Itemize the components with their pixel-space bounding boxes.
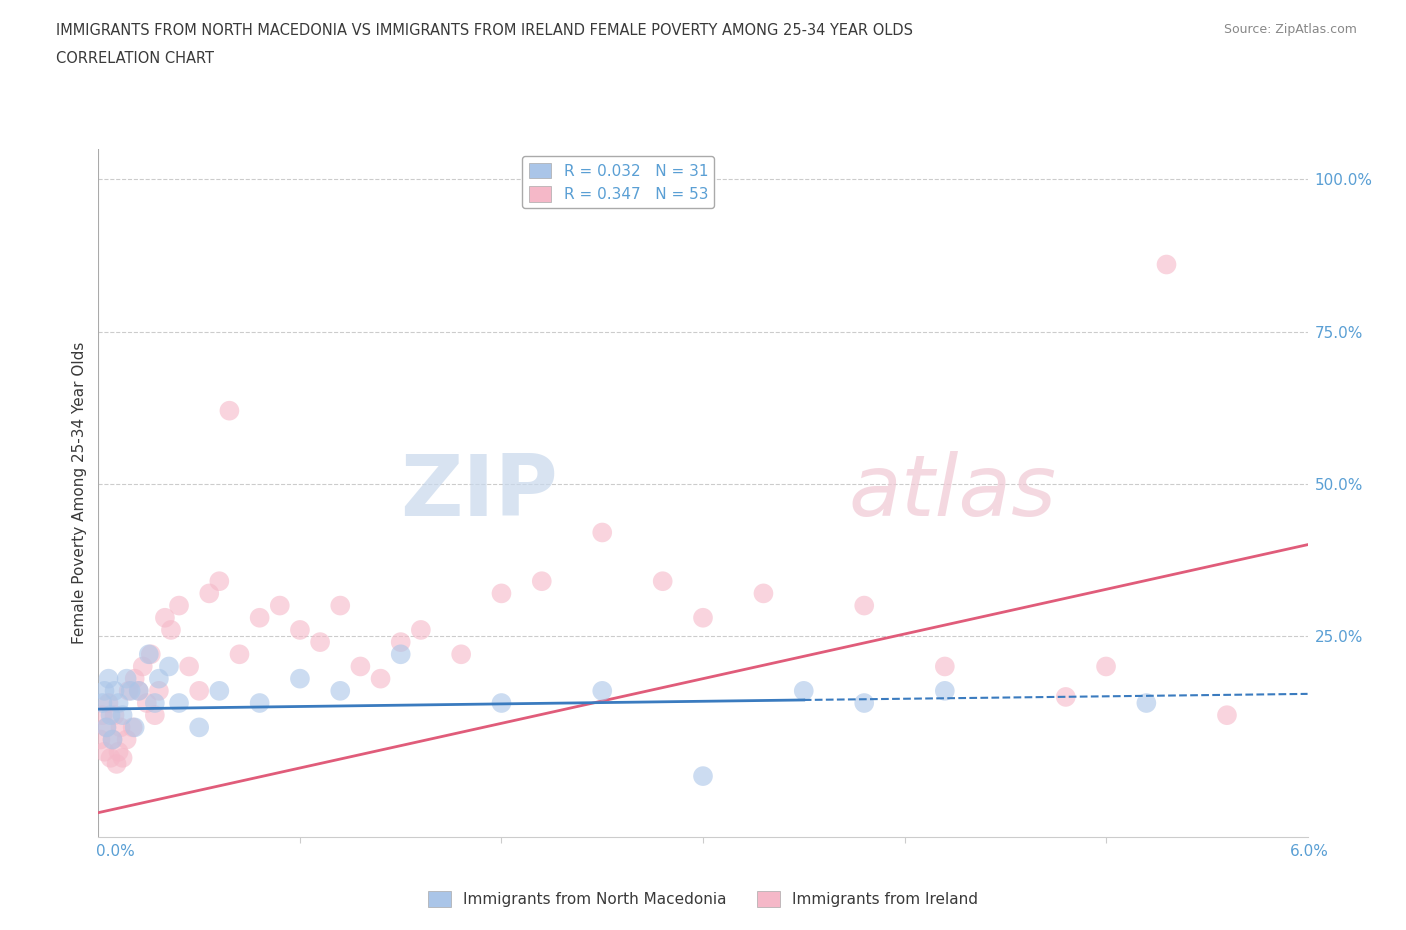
- Point: [107, 744, 129, 759]
- Point: [188, 720, 211, 735]
- Point: [450, 647, 472, 662]
- Point: [1135, 696, 1157, 711]
- Point: [249, 696, 271, 711]
- Point: [160, 622, 183, 637]
- Point: [101, 732, 124, 747]
- Point: [1095, 659, 1118, 674]
- Point: [793, 684, 815, 698]
- Point: [138, 647, 160, 662]
- Point: [179, 659, 201, 674]
- Point: [934, 684, 956, 698]
- Point: [752, 586, 775, 601]
- Point: [208, 684, 231, 698]
- Point: [853, 598, 876, 613]
- Point: [1216, 708, 1239, 723]
- Point: [120, 684, 142, 698]
- Point: [329, 684, 352, 698]
- Point: [249, 610, 271, 625]
- Point: [208, 574, 231, 589]
- Point: [157, 659, 180, 674]
- Point: [218, 404, 240, 418]
- Point: [128, 684, 150, 698]
- Point: [228, 647, 250, 662]
- Point: [143, 696, 166, 711]
- Point: [269, 598, 291, 613]
- Point: [288, 671, 311, 686]
- Point: [118, 684, 141, 698]
- Point: [91, 696, 114, 711]
- Y-axis label: Female Poverty Among 25-34 Year Olds: Female Poverty Among 25-34 Year Olds: [72, 341, 87, 644]
- Point: [198, 586, 221, 601]
- Point: [91, 708, 114, 723]
- Point: [167, 696, 190, 711]
- Point: [148, 671, 170, 686]
- Point: [148, 684, 170, 698]
- Point: [124, 671, 146, 686]
- Point: [97, 671, 120, 686]
- Text: CORRELATION CHART: CORRELATION CHART: [56, 51, 214, 66]
- Point: [167, 598, 190, 613]
- Point: [124, 720, 146, 735]
- Point: [692, 769, 714, 784]
- Point: [491, 696, 513, 711]
- Point: [103, 684, 125, 698]
- Point: [93, 684, 115, 698]
- Legend: Immigrants from North Macedonia, Immigrants from Ireland: Immigrants from North Macedonia, Immigra…: [422, 884, 984, 913]
- Point: [139, 647, 162, 662]
- Point: [409, 622, 432, 637]
- Point: [188, 684, 211, 698]
- Point: [1054, 689, 1077, 704]
- Point: [103, 708, 125, 723]
- Point: [107, 696, 129, 711]
- Text: 0.0%: 0.0%: [96, 844, 135, 859]
- Text: Source: ZipAtlas.com: Source: ZipAtlas.com: [1223, 23, 1357, 36]
- Point: [153, 610, 176, 625]
- Point: [349, 659, 371, 674]
- Point: [934, 659, 956, 674]
- Point: [389, 647, 412, 662]
- Text: 6.0%: 6.0%: [1289, 844, 1329, 859]
- Point: [105, 756, 128, 771]
- Point: [692, 610, 714, 625]
- Point: [491, 586, 513, 601]
- Point: [93, 744, 115, 759]
- Point: [128, 684, 150, 698]
- Point: [853, 696, 876, 711]
- Point: [100, 751, 122, 765]
- Point: [591, 525, 613, 540]
- Point: [97, 696, 120, 711]
- Point: [89, 732, 111, 747]
- Point: [111, 708, 134, 723]
- Point: [370, 671, 392, 686]
- Point: [591, 684, 613, 698]
- Point: [96, 720, 118, 735]
- Legend: R = 0.032   N = 31, R = 0.347   N = 53: R = 0.032 N = 31, R = 0.347 N = 53: [523, 156, 714, 208]
- Point: [132, 659, 155, 674]
- Point: [309, 634, 332, 649]
- Point: [115, 671, 138, 686]
- Text: ZIP: ZIP: [401, 451, 558, 535]
- Point: [101, 732, 124, 747]
- Point: [121, 720, 143, 735]
- Point: [143, 708, 166, 723]
- Point: [329, 598, 352, 613]
- Point: [651, 574, 673, 589]
- Point: [389, 634, 412, 649]
- Point: [1156, 257, 1178, 272]
- Point: [96, 720, 118, 735]
- Point: [110, 720, 132, 735]
- Text: atlas: atlas: [848, 451, 1056, 535]
- Point: [115, 732, 138, 747]
- Point: [100, 708, 122, 723]
- Point: [111, 751, 134, 765]
- Point: [135, 696, 157, 711]
- Text: IMMIGRANTS FROM NORTH MACEDONIA VS IMMIGRANTS FROM IRELAND FEMALE POVERTY AMONG : IMMIGRANTS FROM NORTH MACEDONIA VS IMMIG…: [56, 23, 914, 38]
- Point: [530, 574, 553, 589]
- Point: [288, 622, 311, 637]
